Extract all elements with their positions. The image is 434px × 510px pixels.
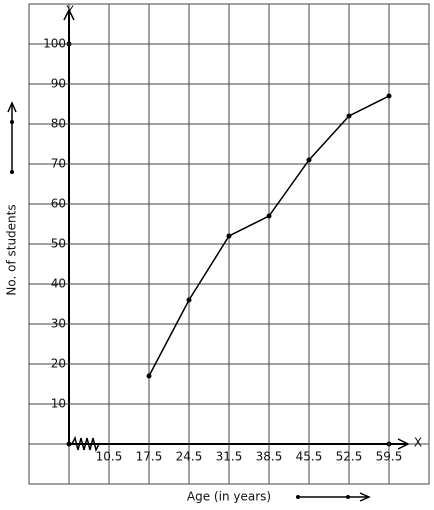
x-tick-label: 45.5 [296, 450, 323, 464]
y-tick-label: 30 [51, 317, 66, 331]
point [186, 297, 192, 303]
x-axis-label: Age (in years) [187, 490, 271, 504]
y-tick-label: 100 [43, 37, 66, 51]
point [306, 157, 312, 163]
arrow-dot [10, 120, 14, 124]
y-tick-label: 40 [51, 277, 66, 291]
point [146, 373, 152, 379]
x-tick-label: 52.5 [336, 450, 363, 464]
arrow [359, 492, 371, 502]
x-tick-label: 24.5 [176, 450, 203, 464]
axis-break [71, 435, 100, 453]
y-tick-label: 10 [51, 397, 66, 411]
axis-arrow [63, 8, 75, 21]
origin-dot [66, 441, 72, 447]
point [266, 213, 272, 219]
point [386, 93, 392, 99]
y-axis-label: No. of students [5, 204, 19, 295]
y-tick-label: 70 [51, 157, 66, 171]
x-axis-name: X [414, 436, 422, 450]
axis-arrow [397, 438, 410, 450]
x-tick-label: 10.5 [96, 450, 123, 464]
arrow-dot [10, 170, 14, 174]
y-axis-name: Y [65, 4, 74, 18]
x-tick-label: 31.5 [216, 450, 243, 464]
point [346, 113, 352, 119]
point [226, 233, 232, 239]
y-tick-label: 80 [51, 117, 66, 131]
x-tick-label: 38.5 [256, 450, 283, 464]
arrow-dot [346, 495, 350, 499]
y-tick-label: 60 [51, 197, 66, 211]
y-tick-label: 20 [51, 357, 66, 371]
arrow [7, 101, 17, 113]
y-tick-label: 50 [51, 237, 66, 251]
x-tick-label: 59.5 [376, 450, 403, 464]
x-tick-label: 17.5 [136, 450, 163, 464]
y-tick-label: 90 [51, 77, 66, 91]
arrow-dot [296, 495, 300, 499]
